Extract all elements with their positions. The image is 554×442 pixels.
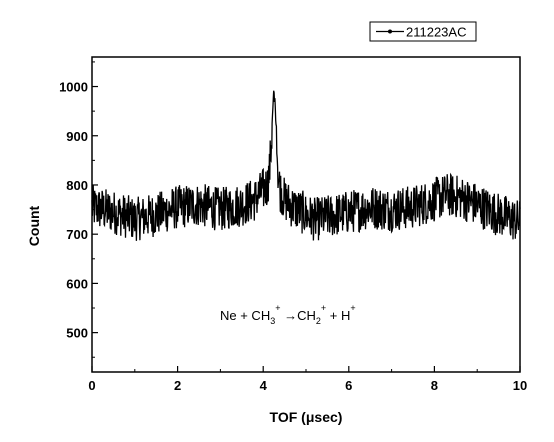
- x-axis: 0 2 4 6 8 10: [88, 366, 527, 393]
- y-tick-label: 600: [66, 276, 88, 291]
- annotation-segment: +: [350, 303, 355, 313]
- annotation-segment: Ne + CH: [220, 308, 270, 323]
- series-layer: [91, 90, 521, 241]
- y-axis: 500 600 700 800 900 1000: [59, 61, 98, 358]
- x-tick-label: 2: [174, 378, 181, 393]
- legend-box: [369, 21, 477, 42]
- y-tick-label: 700: [66, 227, 88, 242]
- x-tick-label: 0: [88, 378, 95, 393]
- y-tick-label: 900: [66, 129, 88, 144]
- x-axis-title: TOF (μsec): [270, 409, 343, 425]
- x-tick-label: 8: [431, 378, 438, 393]
- annotation-segment: +: [321, 303, 326, 313]
- y-tick-label: 800: [66, 178, 88, 193]
- annotation-segment: 3: [270, 316, 275, 326]
- y-tick-label: 500: [66, 326, 88, 341]
- y-axis-title: Count: [26, 205, 42, 246]
- series-line: [91, 90, 521, 241]
- annotation-segment: 2: [316, 316, 321, 326]
- annotation-segment: →CH: [281, 308, 316, 323]
- legend-marker: [388, 29, 392, 34]
- legend-label: 211223AC: [406, 25, 466, 40]
- legend: 211223AC: [369, 21, 477, 42]
- x-tick-label: 6: [345, 378, 352, 393]
- x-tick-label: 4: [260, 378, 268, 393]
- y-tick-label: 1000: [59, 80, 88, 95]
- x-tick-label: 10: [513, 378, 527, 393]
- annotation-segment: +: [275, 303, 280, 313]
- reaction-annotation: Ne + CH3+ →CH2+ + H+: [220, 303, 356, 326]
- annotation-segment: + H: [326, 308, 350, 323]
